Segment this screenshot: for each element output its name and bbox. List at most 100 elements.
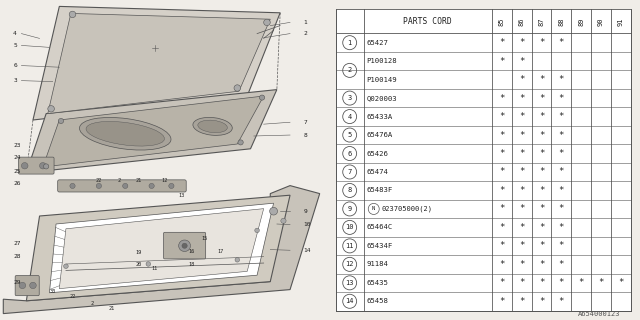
Text: 65427: 65427	[367, 40, 388, 46]
Text: 85: 85	[499, 17, 505, 26]
Text: 90: 90	[598, 17, 604, 26]
Text: P100128: P100128	[367, 58, 397, 64]
Text: 4: 4	[13, 31, 17, 36]
Text: 12: 12	[346, 261, 354, 267]
Text: Q020003: Q020003	[367, 95, 397, 101]
Text: 15: 15	[201, 236, 207, 241]
Text: *: *	[519, 223, 524, 232]
Text: *: *	[499, 186, 504, 195]
Polygon shape	[48, 13, 270, 114]
FancyBboxPatch shape	[163, 232, 205, 259]
Text: 65433A: 65433A	[367, 114, 393, 120]
Text: 13: 13	[346, 280, 354, 286]
Text: 86: 86	[518, 17, 525, 26]
Text: *: *	[559, 112, 564, 121]
Text: 2: 2	[348, 68, 352, 73]
Text: *: *	[499, 241, 504, 250]
Text: *: *	[539, 112, 544, 121]
Text: *: *	[499, 204, 504, 213]
Text: 18: 18	[188, 261, 195, 267]
Text: 29: 29	[13, 280, 20, 285]
Text: *: *	[559, 260, 564, 269]
Circle shape	[40, 163, 46, 169]
Text: *: *	[539, 186, 544, 195]
Text: 20: 20	[135, 261, 141, 267]
Ellipse shape	[193, 117, 232, 135]
Text: 25: 25	[13, 169, 20, 174]
Circle shape	[235, 258, 239, 262]
Text: N: N	[372, 206, 376, 212]
Text: *: *	[519, 241, 524, 250]
Text: 11: 11	[346, 243, 354, 249]
Circle shape	[169, 183, 174, 188]
Text: 21: 21	[135, 178, 141, 183]
Ellipse shape	[79, 117, 171, 150]
Text: *: *	[499, 131, 504, 140]
Text: 7: 7	[303, 120, 307, 125]
Text: *: *	[539, 204, 544, 213]
Text: *: *	[559, 223, 564, 232]
Text: *: *	[499, 149, 504, 158]
Text: 3: 3	[348, 95, 352, 101]
Text: *: *	[579, 278, 584, 287]
Text: *: *	[499, 278, 504, 287]
Text: *: *	[519, 204, 524, 213]
Text: *: *	[559, 75, 564, 84]
Circle shape	[269, 207, 278, 215]
Circle shape	[259, 95, 265, 100]
Text: 91184: 91184	[367, 261, 388, 267]
Text: 2: 2	[303, 31, 307, 36]
Text: *: *	[499, 223, 504, 232]
Text: *: *	[559, 38, 564, 47]
Circle shape	[29, 282, 36, 289]
Text: *: *	[559, 93, 564, 103]
Circle shape	[182, 243, 188, 248]
Text: 65474: 65474	[367, 169, 388, 175]
Text: *: *	[519, 278, 524, 287]
Circle shape	[149, 183, 154, 188]
Polygon shape	[26, 90, 277, 173]
Circle shape	[48, 106, 54, 112]
Text: 5: 5	[348, 132, 352, 138]
Text: *: *	[559, 278, 564, 287]
Text: *: *	[539, 223, 544, 232]
Text: 65483F: 65483F	[367, 188, 393, 194]
Text: *: *	[519, 93, 524, 103]
Text: *: *	[499, 260, 504, 269]
Text: 87: 87	[538, 17, 545, 26]
Text: 6: 6	[348, 150, 352, 156]
Polygon shape	[60, 209, 264, 289]
Text: 17: 17	[218, 249, 224, 254]
Text: *: *	[559, 204, 564, 213]
FancyBboxPatch shape	[19, 157, 54, 174]
Text: 22: 22	[96, 178, 102, 183]
Text: 27: 27	[13, 241, 20, 246]
Text: 4: 4	[348, 114, 352, 120]
Text: 7: 7	[348, 169, 352, 175]
Text: 8: 8	[348, 188, 352, 194]
Text: PARTS CORD: PARTS CORD	[403, 17, 452, 26]
Text: 023705000(2): 023705000(2)	[381, 206, 433, 212]
Text: *: *	[519, 260, 524, 269]
Text: *: *	[559, 167, 564, 177]
Text: 89: 89	[578, 17, 584, 26]
Text: *: *	[559, 149, 564, 158]
Text: A654000123: A654000123	[579, 311, 621, 317]
Text: *: *	[519, 149, 524, 158]
Text: 14: 14	[346, 298, 354, 304]
Text: *: *	[499, 38, 504, 47]
Text: 3: 3	[13, 78, 17, 83]
Text: 6: 6	[13, 63, 17, 68]
Polygon shape	[33, 6, 280, 120]
Text: 88: 88	[558, 17, 564, 26]
Polygon shape	[3, 186, 320, 314]
Text: *: *	[559, 186, 564, 195]
Text: 1: 1	[303, 20, 307, 25]
Text: *: *	[539, 260, 544, 269]
Text: *: *	[539, 241, 544, 250]
Text: 65426: 65426	[367, 150, 388, 156]
Text: 65464C: 65464C	[367, 224, 393, 230]
Text: *: *	[618, 278, 623, 287]
Text: *: *	[539, 93, 544, 103]
Text: 91: 91	[618, 17, 623, 26]
